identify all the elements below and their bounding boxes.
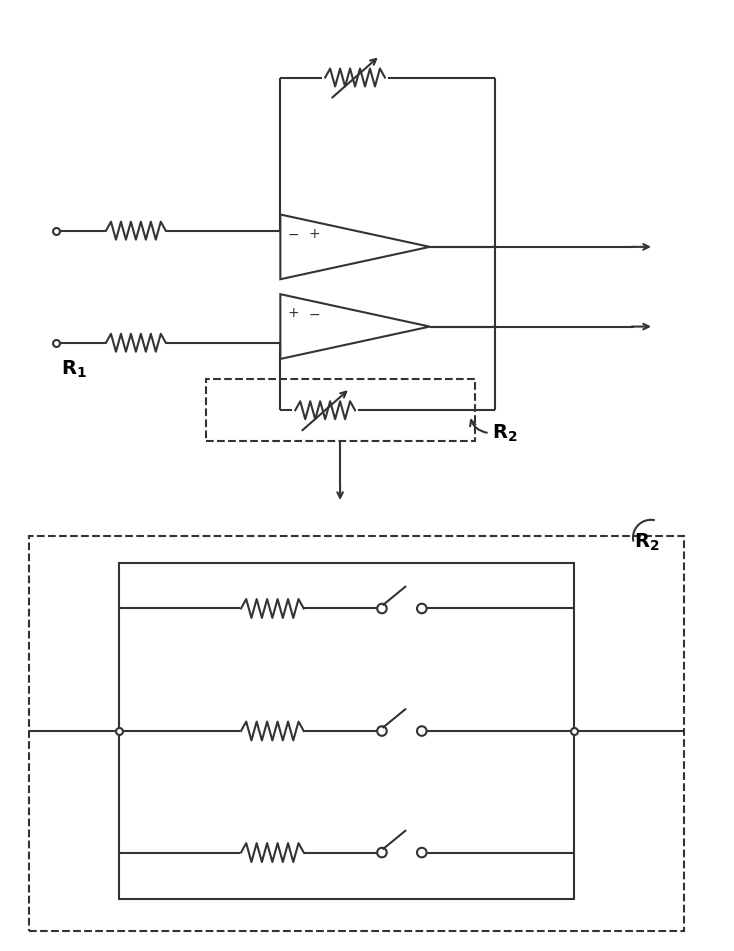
Text: $-$: $-$	[308, 306, 320, 320]
Text: $\mathbf{R_1}$: $\mathbf{R_1}$	[61, 359, 87, 380]
Text: $\mathbf{R_2}$: $\mathbf{R_2}$	[634, 532, 660, 553]
Text: $+$: $+$	[287, 306, 299, 320]
Text: $-$: $-$	[287, 226, 299, 241]
Text: $\mathbf{R_2}$: $\mathbf{R_2}$	[492, 423, 517, 444]
Text: $+$: $+$	[308, 226, 320, 241]
